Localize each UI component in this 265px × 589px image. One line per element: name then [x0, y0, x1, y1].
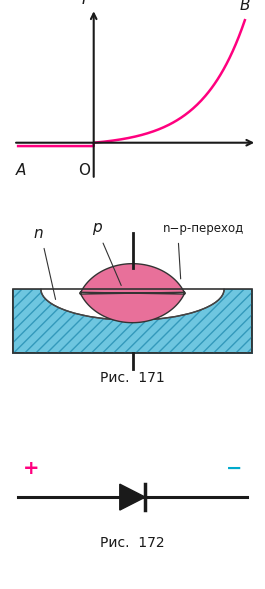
Text: U: U [264, 135, 265, 150]
Text: A: A [15, 163, 26, 178]
Text: p: p [92, 220, 102, 236]
Polygon shape [80, 264, 185, 323]
Bar [5, 187, 260, 289]
Text: Рис.  172: Рис. 172 [100, 536, 165, 550]
Bar [13, 289, 252, 353]
Text: I: I [82, 0, 86, 6]
Text: n−p-переход: n−p-переход [163, 223, 244, 236]
Ellipse shape [41, 259, 224, 320]
Text: −: − [226, 459, 242, 478]
Text: Рис.  170: Рис. 170 [103, 197, 167, 210]
Bar [13, 289, 252, 353]
Text: n: n [34, 226, 43, 240]
Text: Рис.  171: Рис. 171 [100, 372, 165, 385]
Bar [13, 289, 252, 353]
Polygon shape [120, 484, 145, 510]
Text: +: + [23, 459, 39, 478]
Text: B: B [240, 0, 250, 14]
Text: O: O [78, 163, 90, 178]
